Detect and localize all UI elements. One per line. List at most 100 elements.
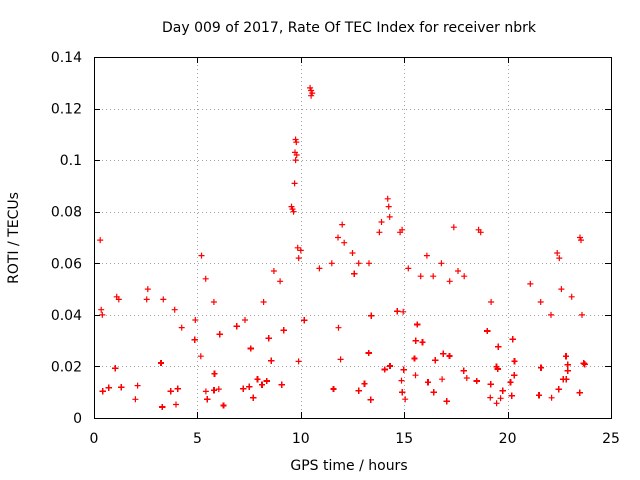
data-point bbox=[328, 260, 335, 267]
data-point bbox=[215, 386, 222, 393]
x-tick-label: 15 bbox=[395, 431, 413, 447]
data-point bbox=[211, 370, 218, 377]
data-point bbox=[568, 293, 575, 300]
data-point bbox=[387, 363, 393, 369]
data-point bbox=[295, 358, 302, 365]
data-point bbox=[507, 379, 514, 386]
data-point bbox=[398, 377, 405, 384]
data-point bbox=[112, 365, 119, 372]
data-points bbox=[97, 84, 588, 410]
data-point bbox=[260, 299, 267, 305]
y-tick-label: 0.08 bbox=[51, 205, 82, 221]
data-point bbox=[308, 92, 315, 99]
data-point bbox=[579, 311, 585, 318]
data-point bbox=[414, 321, 421, 328]
data-point bbox=[341, 239, 348, 246]
data-point bbox=[174, 385, 181, 392]
data-point bbox=[366, 260, 372, 267]
data-point bbox=[295, 255, 302, 262]
data-point bbox=[173, 401, 179, 408]
data-point bbox=[509, 336, 516, 343]
data-point bbox=[399, 389, 406, 396]
data-point bbox=[511, 358, 518, 365]
y-tick-label: 0.02 bbox=[51, 359, 82, 375]
data-point bbox=[290, 208, 297, 215]
data-point bbox=[548, 311, 554, 318]
data-point bbox=[495, 343, 502, 350]
grid-lines bbox=[94, 57, 611, 418]
data-point bbox=[197, 353, 204, 360]
data-point bbox=[430, 273, 437, 280]
data-point bbox=[132, 396, 139, 403]
data-point bbox=[385, 203, 392, 210]
data-point bbox=[270, 268, 277, 274]
data-point bbox=[411, 355, 418, 362]
data-point bbox=[278, 381, 285, 388]
data-point bbox=[367, 396, 374, 403]
data-point bbox=[554, 250, 561, 256]
data-point bbox=[386, 213, 393, 220]
data-point bbox=[405, 265, 412, 272]
data-point bbox=[240, 385, 247, 392]
data-point bbox=[293, 152, 300, 158]
data-point bbox=[423, 252, 430, 259]
data-point bbox=[446, 278, 453, 285]
y-tick-label: 0 bbox=[73, 411, 82, 427]
data-point bbox=[497, 395, 504, 402]
data-point bbox=[536, 392, 542, 399]
data-point bbox=[563, 376, 570, 383]
data-point bbox=[446, 353, 453, 359]
data-point bbox=[144, 286, 151, 293]
y-tick-label: 0.1 bbox=[60, 153, 82, 169]
data-point bbox=[563, 353, 569, 360]
data-point bbox=[355, 387, 362, 394]
data-point bbox=[564, 361, 571, 368]
data-point bbox=[247, 345, 254, 352]
data-point bbox=[430, 389, 437, 396]
data-point bbox=[335, 234, 341, 241]
x-tick-label: 0 bbox=[90, 431, 99, 447]
x-tick-label: 10 bbox=[292, 431, 310, 447]
data-point bbox=[443, 398, 450, 405]
data-point bbox=[440, 350, 447, 357]
data-point bbox=[477, 229, 484, 236]
data-point bbox=[220, 402, 227, 409]
data-point bbox=[192, 317, 199, 323]
data-point bbox=[268, 357, 275, 364]
data-point bbox=[202, 275, 209, 282]
data-point bbox=[254, 376, 261, 383]
data-point bbox=[487, 394, 494, 401]
data-point bbox=[450, 224, 457, 231]
data-point bbox=[335, 324, 342, 331]
chart-title: Day 009 of 2017, Rate Of TEC Index for r… bbox=[162, 20, 537, 36]
data-point bbox=[417, 273, 424, 280]
data-point bbox=[425, 379, 431, 386]
data-point bbox=[191, 336, 198, 343]
y-tick-label: 0.04 bbox=[51, 308, 82, 324]
data-point bbox=[99, 311, 106, 318]
data-point bbox=[233, 323, 240, 330]
data-point bbox=[564, 367, 571, 374]
data-point bbox=[105, 384, 112, 391]
data-point bbox=[365, 350, 372, 356]
data-point bbox=[463, 375, 470, 381]
data-point bbox=[484, 328, 491, 334]
axis-ticks bbox=[94, 57, 612, 419]
data-point bbox=[277, 278, 284, 285]
data-point bbox=[349, 250, 356, 256]
data-point bbox=[576, 389, 583, 396]
data-point bbox=[368, 312, 375, 319]
data-point bbox=[473, 378, 480, 384]
y-axis-label: ROTI / TECUs bbox=[6, 192, 22, 284]
data-point bbox=[316, 265, 323, 272]
data-point bbox=[578, 237, 584, 244]
data-point bbox=[210, 299, 217, 305]
data-point bbox=[461, 273, 468, 280]
data-point bbox=[400, 366, 407, 373]
data-point bbox=[263, 378, 270, 384]
data-point bbox=[301, 317, 308, 324]
data-point bbox=[158, 360, 164, 366]
data-point bbox=[97, 237, 104, 244]
data-point bbox=[399, 226, 406, 233]
